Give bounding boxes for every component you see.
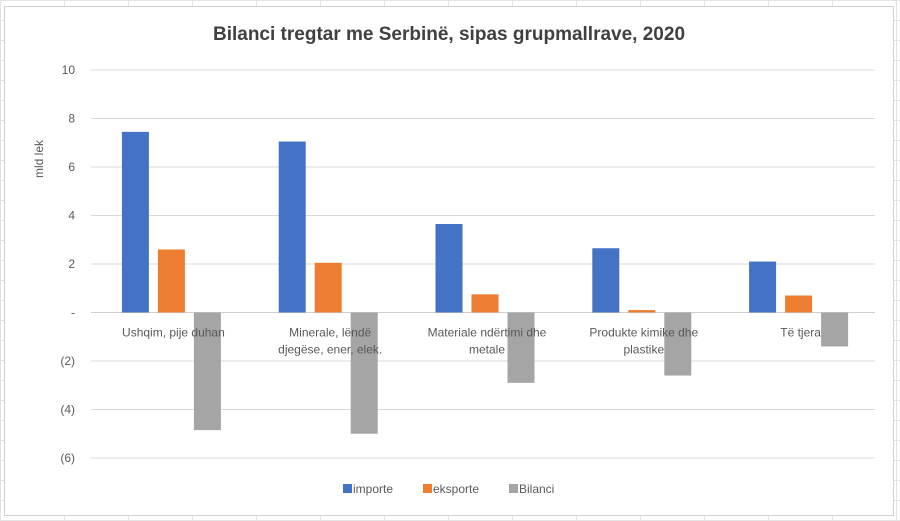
category-label: Ushqim, pije duhan <box>122 326 225 340</box>
category-label: Të tjera <box>780 326 821 340</box>
bar-bilanci[interactable] <box>821 312 849 347</box>
legend-label: Bilanci <box>519 482 554 496</box>
y-axis-ticks: 10 8 6 4 2 - (2) (4) (6) <box>60 63 75 465</box>
y-tick-label: 4 <box>68 209 75 223</box>
chart-title: Bilanci tregtar me Serbinë, sipas grupma… <box>213 24 685 45</box>
bar-eksporte[interactable] <box>314 262 342 313</box>
bar-importe[interactable] <box>749 261 777 313</box>
y-tick-label: (4) <box>60 403 75 417</box>
legend[interactable]: importe eksporte Bilanci <box>343 482 554 496</box>
legend-item-eksporte[interactable]: eksporte <box>423 482 479 496</box>
category-label: plastike <box>623 343 664 357</box>
y-tick-label: 10 <box>62 63 76 77</box>
y-tick-label: 8 <box>68 112 75 126</box>
category-labels: Ushqim, pije duhan Minerale, lëndë djegëse… <box>122 326 821 357</box>
legend-swatch <box>509 484 518 493</box>
bar-bilanci[interactable] <box>664 312 692 376</box>
y-tick-label: 6 <box>68 160 75 174</box>
category-label: metale <box>469 343 505 357</box>
bar-bilanci[interactable] <box>507 312 535 383</box>
category-label: Produkte kimike dhe <box>589 326 698 340</box>
bar-eksporte[interactable] <box>785 295 813 313</box>
bar-bilanci[interactable] <box>350 312 378 434</box>
bar-chart: Bilanci tregtar me Serbinë, sipas grupma… <box>32 24 875 496</box>
legend-swatch <box>343 484 352 493</box>
chart-area[interactable]: Bilanci tregtar me Serbinë, sipas grupma… <box>4 6 894 516</box>
y-tick-label: (2) <box>60 354 75 368</box>
category-label: Minerale, lëndë <box>289 326 371 340</box>
y-tick-label: - <box>71 306 75 320</box>
legend-label: importe <box>353 482 393 496</box>
bar-importe[interactable] <box>435 223 463 313</box>
bar-bilanci[interactable] <box>193 312 221 431</box>
legend-swatch <box>423 484 432 493</box>
bar-eksporte[interactable] <box>157 249 185 313</box>
bar-importe[interactable] <box>592 248 620 313</box>
category-label: Materiale ndërtimi dhe <box>428 326 547 340</box>
y-axis-label: mld lek <box>32 139 46 178</box>
bar-eksporte[interactable] <box>471 294 499 313</box>
legend-label: eksporte <box>433 482 479 496</box>
y-tick-label: 2 <box>68 257 75 271</box>
category-label: djegëse, ener, elek. <box>278 343 382 357</box>
legend-item-importe[interactable]: importe <box>343 482 393 496</box>
bar-eksporte[interactable] <box>628 310 656 313</box>
bar-importe[interactable] <box>278 141 306 313</box>
bar-importe[interactable] <box>121 131 149 313</box>
y-tick-label: (6) <box>60 451 75 465</box>
bars <box>121 131 849 434</box>
legend-item-bilanci[interactable]: Bilanci <box>509 482 554 496</box>
